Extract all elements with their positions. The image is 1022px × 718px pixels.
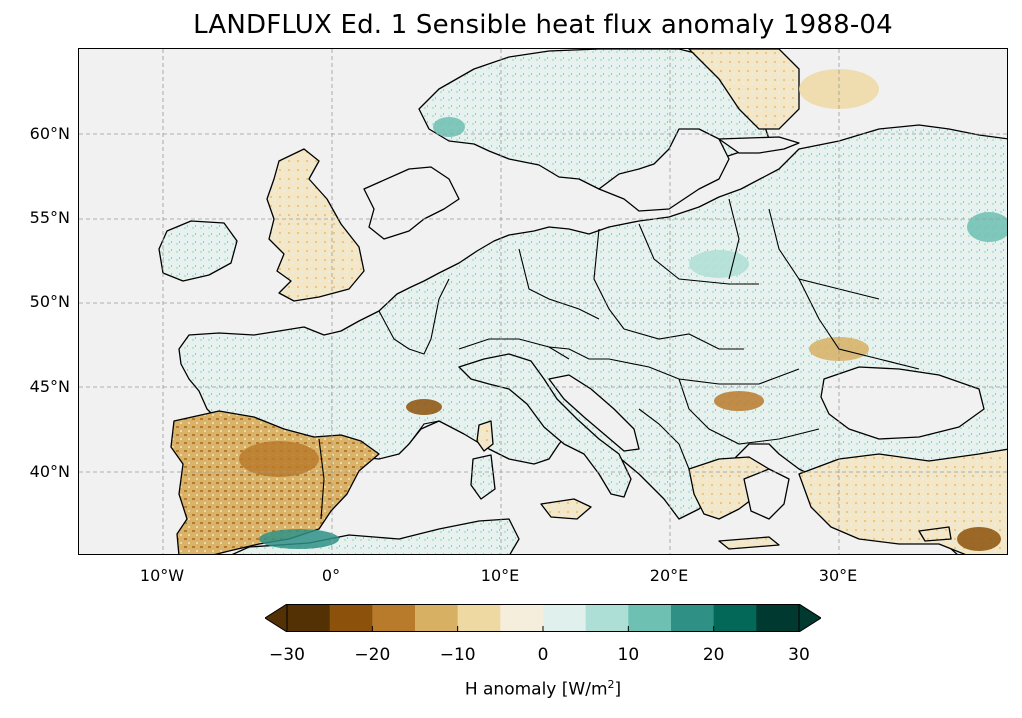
lon-tick-label: 0° xyxy=(321,566,341,585)
anomaly-patch xyxy=(689,250,749,278)
colorbar-extend-max xyxy=(798,604,821,632)
colorbar-segment xyxy=(756,604,800,632)
lat-tick-label: 40°N xyxy=(29,462,70,481)
north-sea xyxy=(363,166,460,240)
lat-tick-label: 50°N xyxy=(29,292,70,311)
colorbar-tick-label: 0 xyxy=(537,645,549,665)
colorbar-segment xyxy=(713,604,757,632)
map-title: LANDFLUX Ed. 1 Sensible heat flux anomal… xyxy=(193,10,893,40)
colorbar-extend-min xyxy=(265,604,288,632)
anomaly-patch xyxy=(406,399,442,415)
colorbar-label: H anomaly [W/m2] xyxy=(464,678,622,700)
finland xyxy=(688,49,800,130)
anomaly-patch xyxy=(967,212,1007,242)
colorbar-segment xyxy=(543,604,587,632)
europe-map xyxy=(79,49,1007,554)
map-panel[interactable] xyxy=(78,48,1008,555)
colorbar-tick-label: −20 xyxy=(354,645,391,665)
colorbar-segment xyxy=(415,604,459,632)
ireland xyxy=(158,220,238,282)
great-britain xyxy=(266,148,365,302)
gridlines xyxy=(79,49,1007,554)
colorbar-segment xyxy=(585,604,629,632)
colorbar-segment xyxy=(329,604,373,632)
lon-tick-label: 10°W xyxy=(139,566,185,585)
lon-tick-label: 30°E xyxy=(818,566,858,585)
country-borders xyxy=(318,198,920,520)
cyprus xyxy=(918,526,952,542)
colorbar-tick-label: −30 xyxy=(269,645,305,665)
sea-layer xyxy=(363,128,985,520)
land-layer xyxy=(158,49,1007,554)
colorbar-tick-label: 20 xyxy=(702,645,725,665)
baltic-sea xyxy=(598,128,730,212)
colorbar-segment xyxy=(457,604,501,632)
turkey xyxy=(798,448,1007,554)
anomaly-patches xyxy=(239,69,1007,551)
sardinia xyxy=(470,454,496,500)
colorbar-tick-label: −10 xyxy=(439,645,476,665)
black-sea xyxy=(820,366,985,440)
anomaly-patch xyxy=(259,529,339,549)
lat-tick-label: 60°N xyxy=(29,124,70,143)
lon-tick-label: 10°E xyxy=(480,566,520,585)
colorbar-segment xyxy=(500,604,544,632)
aegean-sea xyxy=(743,468,790,520)
lat-tick-label: 55°N xyxy=(29,208,70,227)
colorbar-tick-label: 30 xyxy=(788,645,810,665)
crete xyxy=(718,536,780,550)
lat-tick-label: 45°N xyxy=(29,377,70,396)
anomaly-patch xyxy=(714,391,764,411)
colorbar-tick-label: 10 xyxy=(617,645,640,665)
adriatic-sea xyxy=(548,374,640,452)
sicily xyxy=(540,498,592,520)
lon-tick-label: 20°E xyxy=(649,566,689,585)
anomaly-patch xyxy=(239,441,319,477)
anomaly-patch xyxy=(799,69,879,109)
colorbar-segment xyxy=(287,604,331,632)
anomaly-patch xyxy=(957,527,1001,551)
anomaly-patch xyxy=(433,117,465,137)
iberia xyxy=(170,410,380,554)
colorbar-segment xyxy=(372,604,416,632)
colorbar xyxy=(265,604,821,632)
corsica xyxy=(476,420,494,452)
italy xyxy=(458,353,632,498)
gulf-of-finland xyxy=(718,136,800,154)
colorbar-segment xyxy=(628,604,672,632)
colorbar-segment xyxy=(671,604,715,632)
